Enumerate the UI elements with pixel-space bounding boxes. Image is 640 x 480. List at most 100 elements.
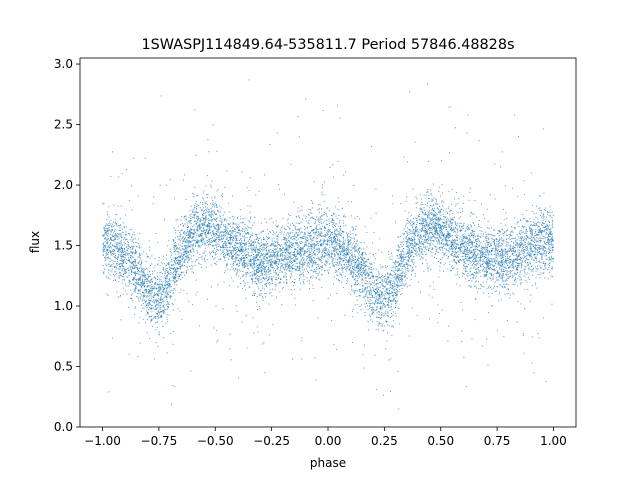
data-point [369, 281, 371, 283]
data-point [523, 227, 525, 229]
data-point [488, 261, 490, 263]
data-point [330, 294, 332, 296]
data-point [319, 240, 321, 242]
data-point [380, 306, 382, 308]
data-point [285, 262, 287, 264]
data-point [326, 232, 328, 234]
data-point [473, 234, 475, 236]
data-point [160, 295, 162, 297]
data-point [389, 391, 391, 393]
data-point [501, 285, 503, 287]
data-point [455, 248, 457, 250]
data-point [427, 225, 429, 227]
data-point [277, 241, 279, 243]
data-point [203, 222, 205, 224]
data-point [175, 245, 177, 247]
data-point [148, 302, 150, 304]
data-point [290, 289, 292, 291]
data-point [312, 243, 314, 245]
data-point [253, 293, 255, 295]
data-point [528, 269, 530, 271]
data-point [228, 255, 230, 257]
data-point [460, 229, 462, 231]
data-point [146, 310, 148, 312]
data-point [232, 222, 234, 224]
data-point [353, 266, 355, 268]
data-point [401, 272, 403, 274]
data-point [286, 257, 288, 259]
data-point [545, 209, 547, 211]
data-point [373, 262, 375, 264]
data-point [258, 288, 260, 290]
data-point [384, 304, 386, 306]
data-point [430, 244, 432, 246]
data-point [203, 210, 205, 212]
data-point [240, 277, 242, 279]
data-point [439, 232, 441, 234]
data-point [441, 309, 443, 311]
data-point [374, 288, 376, 290]
data-point [395, 296, 397, 298]
data-point [339, 261, 341, 263]
data-point [420, 208, 422, 210]
data-point [275, 261, 277, 263]
data-point [468, 199, 470, 201]
data-point [201, 240, 203, 242]
data-point [321, 254, 323, 256]
data-point [416, 221, 418, 223]
data-point [346, 264, 348, 266]
data-point [184, 245, 186, 247]
data-point [221, 240, 223, 242]
data-point [269, 255, 271, 257]
data-point [273, 255, 275, 257]
data-point [475, 239, 477, 241]
data-point [319, 227, 321, 229]
data-point [243, 274, 245, 276]
data-point [397, 267, 399, 269]
data-point [275, 224, 277, 226]
data-point [487, 237, 489, 239]
data-point [267, 262, 269, 264]
data-point [413, 269, 415, 271]
data-point [301, 265, 303, 267]
data-point [447, 257, 449, 259]
data-point [389, 280, 391, 282]
data-point [127, 250, 129, 252]
data-point [229, 230, 231, 232]
data-point [153, 299, 155, 301]
data-point [451, 230, 453, 232]
data-point [244, 249, 246, 251]
data-point [408, 258, 410, 260]
data-point [125, 283, 127, 285]
data-point [489, 251, 491, 253]
data-point [152, 285, 154, 287]
data-point [429, 250, 431, 252]
data-point [134, 238, 136, 240]
data-point [359, 295, 361, 297]
data-point [253, 273, 255, 275]
data-point [551, 303, 553, 305]
data-point [240, 259, 242, 261]
data-point [400, 255, 402, 257]
data-point [258, 249, 260, 251]
data-point [437, 234, 439, 236]
data-point [188, 216, 190, 218]
data-point [290, 251, 292, 253]
data-point [305, 227, 307, 229]
data-point [307, 222, 309, 224]
data-point [216, 250, 218, 252]
data-point [291, 267, 293, 269]
data-point [211, 213, 213, 215]
data-point [335, 235, 337, 237]
data-point [354, 282, 356, 284]
data-point [104, 229, 106, 231]
data-point [502, 281, 504, 283]
data-point [392, 314, 394, 316]
data-point [498, 275, 500, 277]
data-point [279, 248, 281, 250]
data-point [402, 257, 404, 259]
data-point [477, 235, 479, 237]
data-point [238, 243, 240, 245]
data-point [399, 281, 401, 283]
data-point [516, 321, 518, 323]
